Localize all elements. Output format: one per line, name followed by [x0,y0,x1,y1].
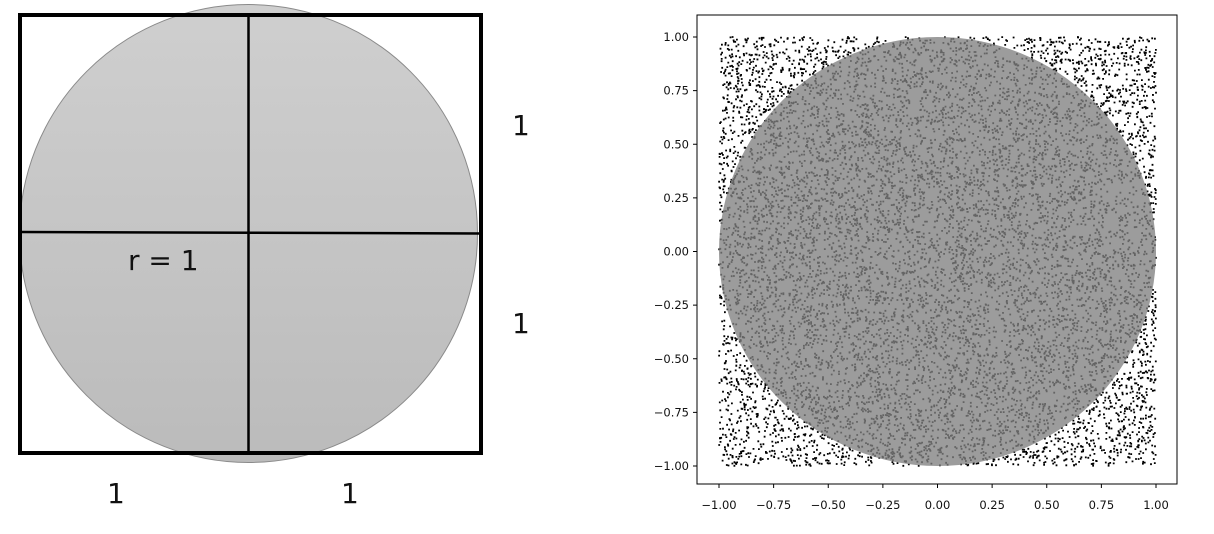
x-tick-label: 0.75 [1089,498,1115,512]
bounding-square [18,13,483,455]
y-tick-label: −0.50 [654,352,689,366]
x-tick-label: −0.75 [756,498,791,512]
x-tick-label: 1.00 [1143,498,1169,512]
y-tick-label: −0.25 [654,298,689,312]
x-tick-label: 0.25 [979,498,1005,512]
y-tick-label: 0.00 [663,245,689,259]
x-tick-label: −0.50 [811,498,846,512]
x-tick-label: 0.50 [1034,498,1060,512]
y-tick-label: 1.00 [663,30,689,44]
y-axis: 1.00 0.75 0.50 0.25 0.00 −0.25 −0.50 −0.75 −1.00 [654,30,697,473]
y-tick-label: 0.25 [663,191,689,205]
bottom-label-right: 1 [341,477,359,510]
y-tick-label: −0.75 [654,405,689,419]
y-tick-label: 0.75 [663,84,689,98]
overlay-unit-circle [719,37,1156,466]
bottom-label-left: 1 [107,477,125,510]
y-tick-label: −1.00 [654,459,689,473]
x-tick-label: −1.00 [701,498,736,512]
horizontal-axis-line [19,230,482,235]
y-tick-label: 0.50 [663,137,689,151]
right-label-top: 1 [512,109,530,142]
x-axis: −1.00 −0.75 −0.50 −0.25 0.00 0.25 0.50 0.75 1.00 [701,484,1169,512]
x-tick-label: −0.25 [865,498,900,512]
unit-circle-diagram: r = 1 1 1 1 1 [18,4,530,510]
x-tick-label: 0.00 [925,498,951,512]
right-label-bottom: 1 [512,307,530,340]
scatter-points [718,36,1157,467]
scatter-plot: −1.00 −0.75 −0.50 −0.25 0.00 0.25 0.50 0.75 1.00… [654,14,1178,512]
radius-label: r = 1 [128,244,199,277]
